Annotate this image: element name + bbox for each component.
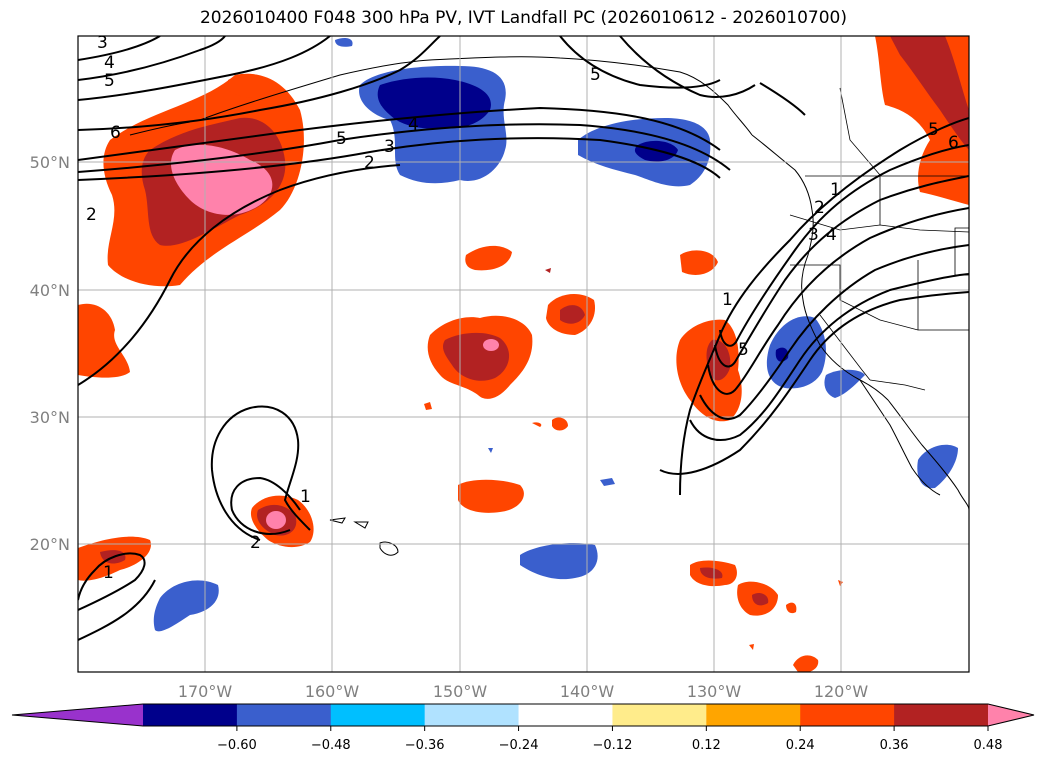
colorbar-segment: [424, 704, 520, 726]
lon-label: 170°W: [178, 682, 233, 701]
contour-label: 1: [103, 563, 114, 583]
pv-negative-southwest: [153, 580, 219, 632]
map-frame: [77, 35, 970, 673]
ivt-contours: [78, 36, 969, 641]
pv-positive-small-1: [465, 245, 512, 271]
pv-positive-small-2: [546, 293, 596, 335]
pv-positive-strip: [228, 73, 272, 98]
pv-negative-gulf-alaska: [359, 65, 507, 184]
colorbar-segment: [706, 704, 801, 726]
latitude-labels: 50°N 40°N 30°N 20°N: [30, 153, 70, 554]
colorbar: −0.60 −0.48 −0.36 −0.24 −0.12 0.12 0.24 0.36 0.4…: [11, 703, 1035, 753]
colorbar-tick-label: −0.12: [593, 738, 633, 753]
contour-label: 5: [738, 340, 749, 360]
contour-label: 5: [590, 65, 601, 85]
pv-positive-west-pacific: [103, 73, 304, 287]
lon-label: 120°W: [814, 682, 869, 701]
colorbar-segment: [800, 704, 895, 726]
pv-positive-left-edge: [78, 303, 130, 378]
contour-label: 2: [250, 533, 261, 553]
lat-label: 30°N: [30, 408, 70, 427]
colorbar-extend-low: [12, 704, 143, 726]
contour-label: 4: [408, 115, 419, 135]
colorbar-extend-high: [988, 704, 1034, 726]
lon-label: 150°W: [433, 682, 488, 701]
coastlines: [129, 56, 969, 556]
pv-positive-small-3: [458, 479, 524, 513]
contour-label: 1: [300, 487, 311, 507]
lon-label: 140°W: [560, 682, 615, 701]
pv-positive-central: [427, 315, 533, 399]
colorbar-tick-label: −0.36: [405, 738, 445, 753]
contour-labels: 3 4 5 6 5 4 3 2 5 2 1 2 3 4 5 6 1 5 1 2 …: [86, 33, 959, 583]
contour-label: 4: [104, 53, 115, 73]
colorbar-tick-label: −0.48: [311, 738, 351, 753]
pv-positive-southeast: [690, 560, 843, 672]
contour-label: 5: [104, 71, 115, 91]
contour-label: 3: [808, 225, 819, 245]
contour-label: 3: [97, 33, 108, 53]
colorbar-outline: [11, 703, 1035, 727]
pv-negative-subtropical: [520, 543, 598, 580]
colorbar-tick-label: −0.60: [217, 738, 257, 753]
contour-label: 5: [336, 129, 347, 149]
pv-positive-northeast: [875, 36, 969, 205]
pv-positive-small-4: [552, 417, 568, 431]
lat-label: 40°N: [30, 281, 70, 300]
contour-label: 3: [384, 137, 395, 157]
colorbar-tick-label: 0.12: [692, 738, 721, 753]
colorbar-segment: [612, 704, 707, 726]
colorbar-tick-label: 0.48: [974, 738, 1003, 753]
lon-label: 130°W: [687, 682, 742, 701]
colorbar-segment: [518, 704, 613, 726]
contour-label: 6: [948, 133, 959, 153]
colorbar-segment: [143, 704, 238, 726]
colorbar-tick-label: −0.24: [499, 738, 539, 753]
lat-label: 50°N: [30, 153, 70, 172]
contour-label: 4: [826, 225, 837, 245]
gridlines: [78, 36, 969, 672]
colorbar-segment: [236, 704, 332, 726]
pv-negative-baja: [917, 444, 958, 489]
lon-label: 160°W: [305, 682, 360, 701]
chart-title: 2026010400 F048 300 hPa PV, IVT Landfall…: [199, 8, 847, 28]
pv-positive-small-5: [680, 250, 718, 275]
contour-label: 2: [814, 198, 825, 218]
colorbar-segment: [330, 704, 426, 726]
contour-label: 1: [830, 180, 841, 200]
contour-label: 5: [928, 120, 939, 140]
longitude-labels: 170°W 160°W 150°W 140°W 130°W 120°W: [178, 682, 869, 701]
colorbar-tick-label: 0.24: [786, 738, 815, 753]
contour-label: 1: [722, 290, 733, 310]
colorbar-tick-label: 0.36: [880, 738, 909, 753]
contour-label: 2: [364, 153, 375, 173]
colorbar-segment: [894, 704, 989, 726]
lat-label: 20°N: [30, 535, 70, 554]
contour-label: 6: [110, 123, 121, 143]
contour-label: 2: [86, 205, 97, 225]
